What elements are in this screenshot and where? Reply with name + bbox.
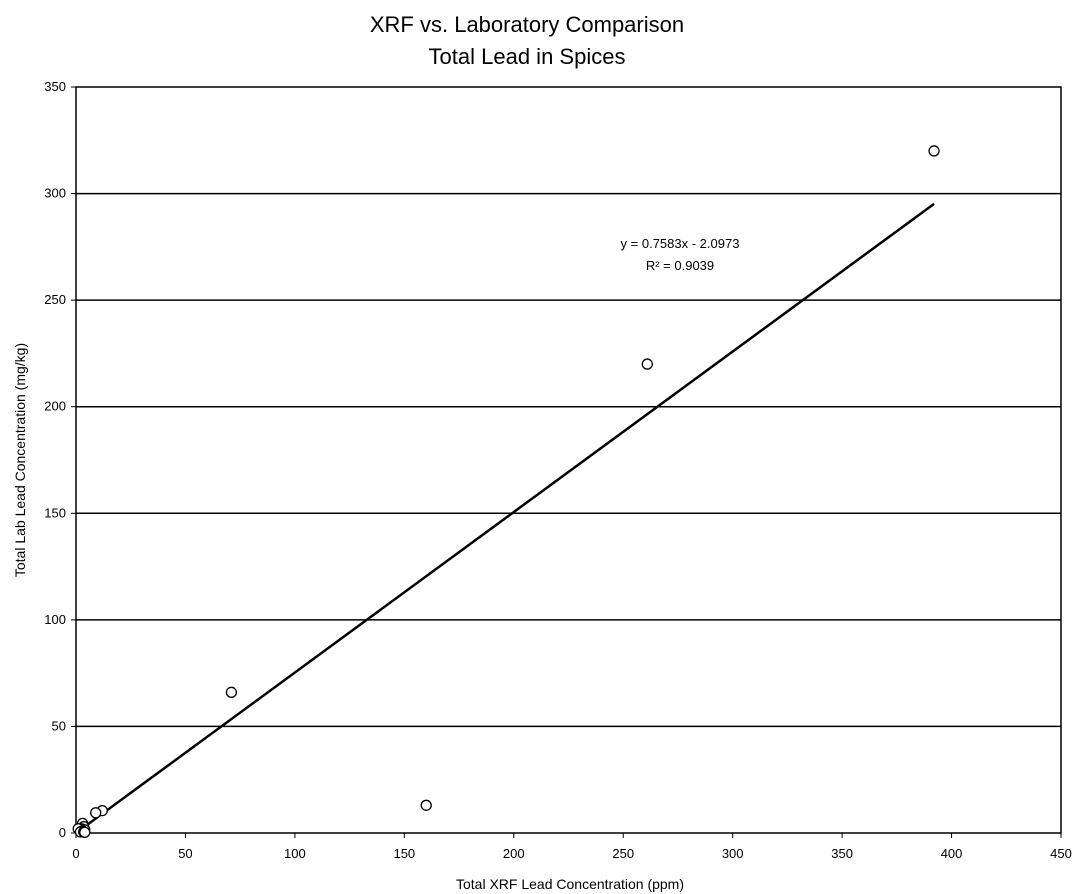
x-tick-label: 250 bbox=[612, 846, 634, 861]
x-axis-label: Total XRF Lead Concentration (ppm) bbox=[456, 876, 684, 892]
y-tick-label: 350 bbox=[44, 79, 66, 94]
y-tick-label: 300 bbox=[44, 186, 66, 201]
data-point bbox=[225, 686, 238, 698]
trendline-equation: y = 0.7583x - 2.0973 bbox=[621, 236, 740, 251]
gridlines bbox=[76, 192, 1061, 728]
y-tick-label: 50 bbox=[52, 718, 66, 733]
x-tick-label: 400 bbox=[941, 846, 963, 861]
data-point bbox=[928, 145, 940, 157]
trendline-r-squared: R² = 0.9039 bbox=[646, 258, 714, 273]
trendline bbox=[75, 202, 935, 835]
y-tick-label: 150 bbox=[44, 505, 66, 520]
y-tick-label: 100 bbox=[44, 612, 66, 627]
x-axis-ticks: 0 50 100 150 200 250 300 350 400 450 bbox=[72, 833, 1072, 861]
y-tick-label: 200 bbox=[44, 399, 66, 414]
data-point bbox=[641, 358, 653, 370]
data-point bbox=[90, 807, 102, 819]
y-tick-label: 0 bbox=[59, 825, 66, 840]
x-tick-label: 150 bbox=[393, 846, 415, 861]
y-axis-ticks: 0 50 100 150 200 250 300 350 bbox=[44, 79, 76, 840]
x-tick-label: 350 bbox=[831, 846, 853, 861]
plot-area-border bbox=[75, 86, 1062, 834]
x-tick-label: 300 bbox=[722, 846, 744, 861]
data-point bbox=[79, 826, 91, 839]
x-tick-label: 100 bbox=[284, 846, 306, 861]
x-tick-label: 50 bbox=[178, 846, 192, 861]
chart-subtitle: Total Lead in Spices bbox=[429, 44, 626, 69]
x-tick-label: 200 bbox=[503, 846, 525, 861]
data-points bbox=[72, 145, 940, 839]
x-tick-label: 450 bbox=[1050, 846, 1072, 861]
y-tick-label: 250 bbox=[44, 292, 66, 307]
data-point bbox=[420, 799, 432, 811]
chart-title: XRF vs. Laboratory Comparison bbox=[370, 12, 684, 37]
y-axis-label: Total Lab Lead Concentration (mg/kg) bbox=[12, 343, 28, 577]
x-tick-label: 0 bbox=[72, 846, 79, 861]
